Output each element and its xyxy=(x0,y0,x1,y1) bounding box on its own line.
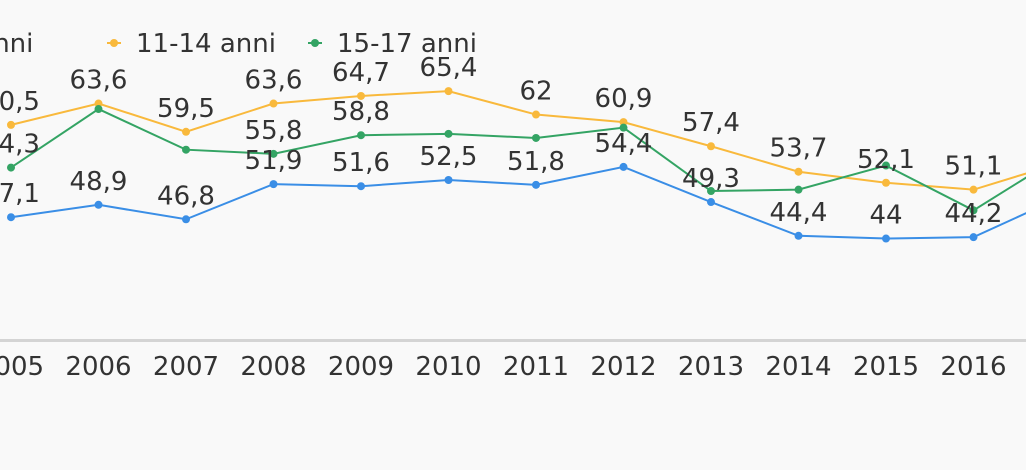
data-label-1-2009: 64,7 xyxy=(332,58,390,88)
point-2-2008 xyxy=(269,149,278,158)
point-1-2011 xyxy=(532,110,540,119)
point-0-2009 xyxy=(357,182,365,191)
point-1-2006 xyxy=(94,99,103,108)
legend-item-1: 11-14 anni xyxy=(107,29,276,59)
data-label-1-2007: 59,5 xyxy=(157,94,215,124)
data-label-1-2006: 63,6 xyxy=(70,66,128,96)
point-0-2014 xyxy=(794,231,803,240)
point-0-2016 xyxy=(969,233,978,242)
data-label-2-2009: 58,8 xyxy=(332,97,390,127)
point-1-2005 xyxy=(7,120,15,129)
point-2-2011 xyxy=(532,133,540,142)
data-label-1-2010: 65,4 xyxy=(420,53,478,83)
legend-item-2: 15-17 anni xyxy=(308,29,477,59)
x-tick-label-2008: 2008 xyxy=(240,352,306,382)
point-0-2005 xyxy=(7,213,15,222)
point-0-2015 xyxy=(882,234,890,243)
point-2-2013 xyxy=(707,187,715,196)
point-0-2012 xyxy=(619,162,628,171)
data-labels: 47,1 48,9 46,8 51,9 51,6 52,5 51,8 54,4 49,3 44,4… xyxy=(0,53,1002,230)
x-tick-label-2009: 2009 xyxy=(328,352,394,382)
data-label-0-2008: 51,9 xyxy=(245,146,303,176)
series-points xyxy=(7,87,978,243)
point-2-2014 xyxy=(794,185,803,194)
data-label-1-2005: 60,5 xyxy=(0,87,40,117)
point-1-2014 xyxy=(794,167,803,176)
x-tick-label-2014: 2014 xyxy=(765,352,831,382)
point-2-2010 xyxy=(444,129,453,138)
data-label-0-2014: 44,4 xyxy=(770,198,828,228)
legend-marker-2 xyxy=(311,39,319,47)
data-label-0-2009: 51,6 xyxy=(332,148,390,178)
legend-label-1: 11-14 anni xyxy=(136,29,276,59)
data-label-0-2007: 46,8 xyxy=(157,181,215,211)
point-0-2010 xyxy=(444,176,453,184)
point-2-2005 xyxy=(7,163,15,172)
data-label-0-2005: 47,1 xyxy=(0,179,40,209)
point-1-2013 xyxy=(707,142,715,151)
point-1-2012 xyxy=(619,118,628,127)
data-label-1-2011: 62 xyxy=(519,77,552,107)
x-tick-label-2015: 2015 xyxy=(853,352,919,382)
legend-label-0: 6-10 anni xyxy=(0,29,33,59)
x-tick-label-2010: 2010 xyxy=(415,352,481,382)
point-2-2007 xyxy=(182,145,190,154)
point-1-2008 xyxy=(269,99,278,108)
x-tick-label-2013: 2013 xyxy=(678,352,744,382)
point-0-2013 xyxy=(707,198,715,207)
point-1-2016 xyxy=(969,185,978,194)
point-2-2016 xyxy=(969,206,978,215)
data-label-1-2016: 51,1 xyxy=(945,152,1003,182)
legend-item-0: 6-10 anni xyxy=(0,29,33,59)
point-2-2009 xyxy=(357,131,365,140)
data-label-0-2016: 44,2 xyxy=(945,199,1003,229)
point-1-2010 xyxy=(444,87,453,96)
point-1-2007 xyxy=(182,127,190,136)
x-axis-ticks: 2005 2006 2007 2008 2009 2010 2011 2012 2013 2014… xyxy=(0,352,1007,382)
x-tick-label-2016: 2016 xyxy=(940,352,1006,382)
point-1-2015 xyxy=(882,178,890,187)
point-0-2008 xyxy=(269,180,278,189)
data-label-0-2011: 51,8 xyxy=(507,147,565,177)
data-label-0-2010: 52,5 xyxy=(420,142,478,172)
data-label-1-2013: 57,4 xyxy=(682,108,740,138)
x-tick-label-2005: 2005 xyxy=(0,352,44,382)
legend: 6-10 anni 11-14 anni 15-17 anni xyxy=(0,29,477,59)
data-label-0-2012: 54,4 xyxy=(595,129,653,159)
point-2-2006 xyxy=(94,105,103,114)
point-1-2009 xyxy=(357,91,365,100)
x-tick-label-2007: 2007 xyxy=(153,352,219,382)
data-label-1-2014: 53,7 xyxy=(770,134,828,164)
point-0-2006 xyxy=(94,200,103,209)
data-label-0-2006: 48,9 xyxy=(70,167,128,197)
point-0-2011 xyxy=(532,180,540,189)
point-2-2015 xyxy=(882,161,890,170)
data-label-1-2015: 52,1 xyxy=(857,145,915,175)
legend-label-2: 15-17 anni xyxy=(337,29,477,59)
x-tick-label-2011: 2011 xyxy=(503,352,569,382)
legend-marker-1 xyxy=(110,39,118,47)
data-label-1-2012: 60,9 xyxy=(595,84,653,114)
data-label-0-2015: 44 xyxy=(869,201,902,231)
x-tick-label-2006: 2006 xyxy=(65,352,131,382)
point-2-2012 xyxy=(619,123,628,132)
data-label-0-2013: 49,3 xyxy=(682,164,740,194)
x-tick-label-2012: 2012 xyxy=(590,352,656,382)
data-label-1-2008: 63,6 xyxy=(245,66,303,96)
data-label-2-2008: 55,8 xyxy=(245,116,303,146)
data-label-2-2005: 54,3 xyxy=(0,130,40,160)
point-0-2007 xyxy=(182,215,190,224)
